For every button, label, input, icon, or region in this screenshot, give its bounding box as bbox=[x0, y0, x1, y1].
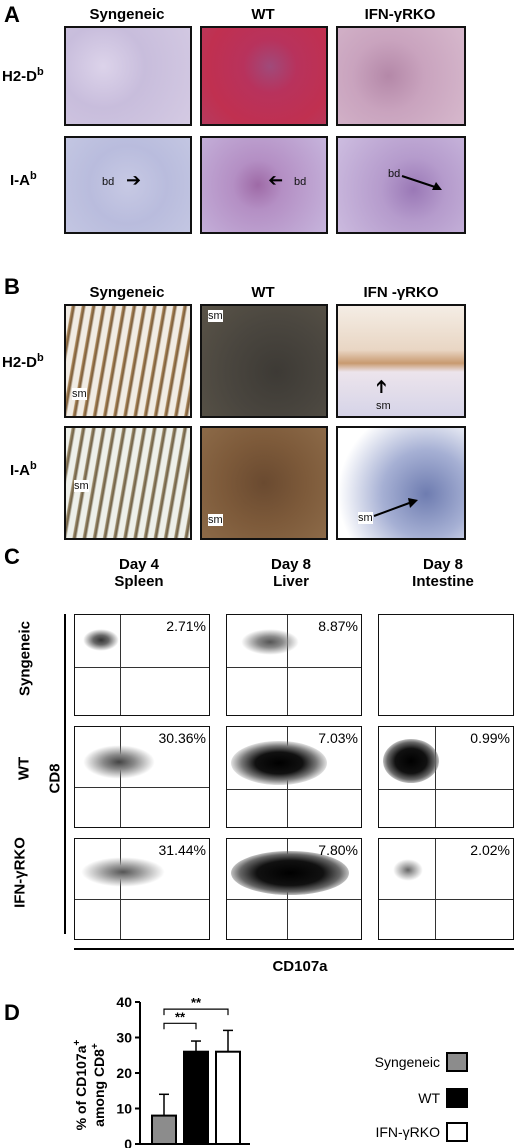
submucosa-label: sm bbox=[376, 400, 391, 412]
panel-a-micrograph-ifngrko-h2db bbox=[336, 26, 466, 126]
panel-a-col-ifngrko: IFN-γRKO bbox=[364, 6, 436, 23]
facs-plot-syngeneic-liver: 8.87% bbox=[226, 614, 362, 716]
bar-1 bbox=[183, 1050, 209, 1146]
arrow-icon bbox=[401, 175, 442, 190]
panel-b-micrograph-ifngrko-iab: sm bbox=[336, 426, 466, 540]
y-axis-label-line2: among CD8+ bbox=[90, 1043, 107, 1127]
y-tick-label: 10 bbox=[116, 1101, 132, 1117]
panel-a-letter: A bbox=[4, 2, 20, 27]
panel-b-row-h2db: H2-Db bbox=[2, 352, 44, 371]
y-tick-label: 40 bbox=[116, 994, 132, 1010]
panel-d-letter: D bbox=[4, 1000, 20, 1025]
bile-duct-label: bd bbox=[102, 176, 115, 188]
percentage-label: 2.02% bbox=[470, 842, 510, 858]
panel-c-y-axis-line bbox=[64, 614, 66, 934]
panel-c-x-axis-label: CD107a bbox=[272, 958, 328, 975]
panel-c-row-wt: WT bbox=[15, 756, 33, 781]
arrow-up-icon: ➔ bbox=[371, 378, 392, 395]
panel-a-row-h2db: H2-Db bbox=[2, 66, 44, 85]
submucosa-label: sm bbox=[358, 512, 373, 524]
facs-plot-syngeneic-intestine bbox=[378, 614, 514, 716]
panel-a-col-syngeneic: Syngeneic bbox=[89, 6, 165, 23]
percentage-label: 30.36% bbox=[158, 730, 206, 746]
panel-b-micrograph-syngeneic-iab: sm bbox=[64, 426, 192, 540]
panel-a-col-wt: WT bbox=[251, 6, 275, 23]
bile-duct-label: bd bbox=[388, 168, 401, 180]
panel-b-letter: B bbox=[4, 274, 20, 299]
percentage-label: 7.03% bbox=[318, 730, 358, 746]
submucosa-label: sm bbox=[208, 310, 223, 322]
panel-a-micrograph-wt-h2db bbox=[200, 26, 328, 126]
panel-a-micrograph-wt-iab: ➔ bd bbox=[200, 136, 328, 234]
panel-c-y-axis-label: CD8 bbox=[46, 763, 64, 794]
panel-c-row-syngeneic: Syngeneic bbox=[16, 620, 34, 697]
panel-b-col-ifngrko: IFN -γRKO bbox=[363, 284, 439, 301]
arrow-left-icon: ➔ bbox=[268, 170, 284, 190]
submucosa-label: sm bbox=[72, 388, 87, 400]
panel-a-micrograph-ifngrko-iab: bd bbox=[336, 136, 466, 234]
significance-bracket bbox=[163, 1008, 229, 1016]
percentage-label: 31.44% bbox=[158, 842, 206, 858]
panel-d-bar-chart: % of CD107a+ among CD8+ 0 10 20 30 40 ** ** bbox=[72, 994, 250, 1148]
bile-duct-label: bd bbox=[294, 176, 307, 188]
bar-2 bbox=[215, 1050, 241, 1146]
facs-plot-ifngrko-spleen: 31.44% bbox=[74, 838, 210, 940]
panel-b-micrograph-ifngrko-h2db: ➔ sm bbox=[336, 304, 466, 418]
facs-plot-wt-spleen: 30.36% bbox=[74, 726, 210, 828]
significance-bracket bbox=[163, 1022, 197, 1030]
arrow-icon bbox=[373, 498, 418, 517]
significance-brackets: ** ** bbox=[163, 995, 229, 1030]
percentage-label: 0.99% bbox=[470, 730, 510, 746]
y-axis-label-line1: % of CD107a+ bbox=[72, 1040, 89, 1131]
panel-c-col-liver: Day 8 Liver bbox=[270, 556, 312, 590]
submucosa-label: sm bbox=[208, 514, 223, 526]
panel-c-col-spleen: Day 4 Spleen bbox=[114, 556, 164, 590]
panel-b-micrograph-wt-iab: sm bbox=[200, 426, 328, 540]
panel-b-micrograph-wt-h2db: sm bbox=[200, 304, 328, 418]
panel-a-micrograph-syngeneic-h2db bbox=[64, 26, 192, 126]
legend-swatch-ifngrko bbox=[446, 1122, 468, 1142]
bar-0 bbox=[151, 1114, 177, 1145]
facs-plot-syngeneic-spleen: 2.71% bbox=[74, 614, 210, 716]
panel-c-letter: C bbox=[4, 544, 20, 569]
submucosa-label: sm bbox=[74, 480, 89, 492]
significance-label: ** bbox=[191, 995, 202, 1010]
arrow-right-icon: ➔ bbox=[126, 170, 142, 190]
panel-a-row-iab: I-Ab bbox=[10, 170, 37, 189]
y-tick-label: 0 bbox=[124, 1136, 132, 1148]
panel-b-col-wt: WT bbox=[251, 284, 275, 301]
panel-b-row-iab: I-Ab bbox=[10, 460, 37, 479]
panel-c-x-axis-line bbox=[74, 948, 514, 950]
facs-plot-wt-liver: 7.03% bbox=[226, 726, 362, 828]
legend-swatch-syngeneic bbox=[446, 1052, 468, 1072]
y-tick-label: 20 bbox=[116, 1065, 132, 1081]
bars bbox=[151, 1029, 241, 1146]
percentage-label: 2.71% bbox=[166, 618, 206, 634]
panel-c-row-ifngrko: IFN-γRKO bbox=[11, 837, 29, 908]
legend-label-syngeneic: Syngeneic bbox=[374, 1054, 440, 1070]
percentage-label: 8.87% bbox=[318, 618, 358, 634]
legend-swatch-wt bbox=[446, 1088, 468, 1108]
significance-label: ** bbox=[175, 1009, 186, 1024]
legend-label-wt: WT bbox=[418, 1090, 440, 1106]
panel-b-col-syngeneic: Syngeneic bbox=[89, 284, 165, 301]
percentage-label: 7.80% bbox=[318, 842, 358, 858]
y-tick-label: 30 bbox=[116, 1030, 132, 1046]
panel-c-col-intestine: Day 8 Intestine bbox=[412, 556, 474, 590]
legend-label-ifngrko: IFN-γRKO bbox=[375, 1124, 440, 1140]
panel-b-micrograph-syngeneic-h2db: sm bbox=[64, 304, 192, 418]
facs-plot-ifngrko-intestine: 2.02% bbox=[378, 838, 514, 940]
facs-plot-ifngrko-liver: 7.80% bbox=[226, 838, 362, 940]
panel-a-micrograph-syngeneic-iab: bd ➔ bbox=[64, 136, 192, 234]
facs-plot-wt-intestine: 0.99% bbox=[378, 726, 514, 828]
